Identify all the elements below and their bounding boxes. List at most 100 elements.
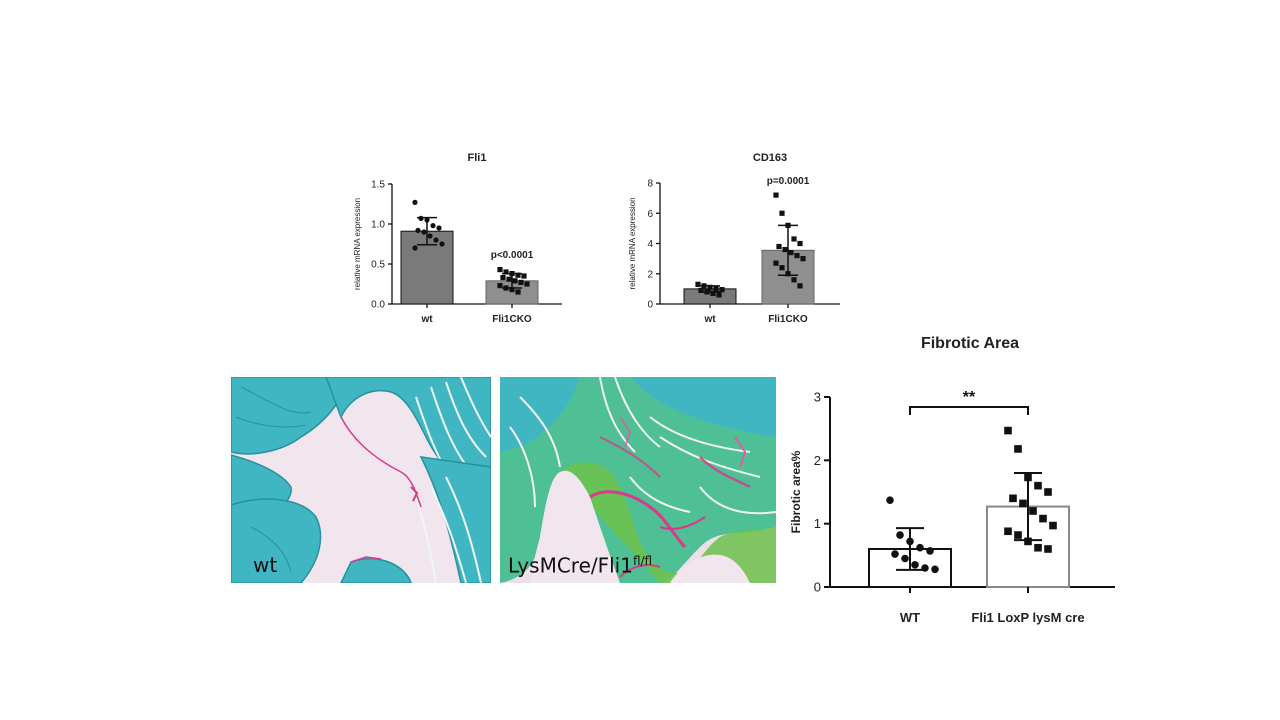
x-tick-label: Fli1 LoxP lysM cre: [971, 610, 1084, 625]
data-point: [427, 233, 433, 239]
y-tick-label: 0: [647, 300, 653, 311]
data-point: [1034, 481, 1042, 490]
significance-annotation: **: [963, 389, 976, 406]
data-point: [773, 192, 779, 198]
data-point: [713, 286, 719, 292]
data-point: [1004, 426, 1012, 435]
y-tick-label: 8: [647, 179, 653, 190]
fibrotic-area-chart: Fibrotic Area 0 1 2 3 Fibrotic area% WT Fli1 Lo…: [789, 335, 1115, 625]
data-point: [509, 287, 515, 293]
histology-ko-panel: LysMCre/Fli1fl/fl: [500, 377, 776, 583]
data-point: [433, 237, 439, 243]
data-point: [1004, 527, 1012, 536]
data-point: [412, 245, 418, 251]
data-point: [521, 273, 527, 279]
chart-title: Fibrotic Area: [921, 335, 1019, 352]
x-tick-label: WT: [900, 610, 920, 625]
data-point: [497, 283, 503, 289]
p-value-annotation: p=0.0001: [767, 176, 810, 187]
data-point: [415, 227, 421, 233]
data-point: [1044, 545, 1052, 553]
data-point: [788, 249, 794, 256]
data-point: [503, 269, 509, 275]
histology-wt-image: [231, 377, 491, 583]
data-point: [916, 543, 924, 552]
data-point: [439, 241, 445, 247]
data-point: [1039, 514, 1047, 523]
data-point: [794, 253, 800, 259]
data-point: [800, 256, 806, 262]
data-point: [931, 565, 939, 574]
data-point: [896, 531, 904, 539]
data-point: [515, 272, 521, 278]
data-point: [776, 243, 782, 250]
histology-wt-panel: wt: [231, 377, 491, 583]
data-point: [515, 289, 521, 295]
data-point: [901, 554, 909, 563]
y-tick-label: 1.0: [371, 220, 385, 231]
data-point: [512, 278, 518, 284]
data-point: [698, 287, 704, 293]
data-point: [506, 276, 512, 282]
data-point: [710, 290, 716, 297]
data-point: [436, 225, 442, 231]
significance-bracket: [909, 406, 1029, 415]
data-point: [791, 236, 797, 242]
y-axis-label: relative mRNA expression: [353, 198, 362, 290]
histology-ko-label: LysMCre/Fli1fl/fl: [508, 555, 652, 576]
data-point: [1009, 494, 1017, 503]
data-point: [1014, 445, 1022, 453]
p-value-annotation: p<0.0001: [491, 250, 534, 261]
chart-title: Fli1: [468, 152, 487, 164]
data-point: [797, 240, 803, 247]
y-axis-label: Fibrotic area%: [789, 450, 803, 533]
data-point: [791, 277, 797, 283]
y-tick-label: 1: [814, 516, 821, 531]
data-point: [1049, 521, 1057, 530]
data-point: [911, 561, 919, 569]
y-tick-label: 6: [647, 209, 653, 220]
data-point: [421, 229, 427, 235]
histology-wt-label: wt: [253, 553, 278, 577]
data-point: [773, 260, 779, 266]
y-tick-label: 3: [814, 390, 821, 405]
data-point: [886, 496, 894, 505]
data-point: [719, 287, 725, 293]
x-tick-label: wt: [420, 314, 433, 325]
data-point: [497, 267, 503, 273]
x-tick-label: wt: [703, 314, 716, 325]
y-tick-label: 2: [647, 269, 653, 280]
x-tick-label: Fli1CKO: [768, 314, 808, 325]
data-point: [1044, 488, 1052, 496]
data-point: [797, 283, 803, 289]
data-point: [1034, 543, 1042, 552]
y-tick-label: 1.5: [371, 180, 385, 191]
y-tick-label: 0.5: [371, 260, 385, 271]
data-point: [1019, 499, 1027, 508]
data-point: [695, 281, 701, 287]
y-tick-label: 0.0: [371, 300, 385, 311]
data-point: [779, 210, 785, 216]
data-point: [500, 275, 506, 281]
data-point: [518, 279, 524, 285]
data-point: [926, 547, 934, 555]
data-point: [716, 292, 722, 298]
histology-ko-label-sup: fl/fl: [632, 554, 653, 568]
y-tick-label: 2: [814, 453, 821, 468]
y-tick-label: 0: [814, 580, 821, 595]
cd163-expression-chart: CD163 0 2 4 6 8 relative mRNA expression wt Fli1…: [628, 152, 840, 325]
data-point: [1029, 507, 1037, 515]
y-tick-label: 4: [647, 239, 653, 250]
histology-ko-image: [500, 377, 776, 583]
histology-ko-label-main: LysMCre/Fli1: [508, 553, 633, 578]
data-point: [1014, 531, 1022, 539]
data-point: [891, 550, 899, 558]
data-point: [524, 281, 530, 287]
y-axis-label: relative mRNA expression: [628, 197, 637, 289]
fli1-expression-chart: Fli1 0.0 0.5 1.0 1.5 relative mRNA expression…: [353, 152, 562, 325]
data-point: [430, 223, 436, 229]
chart-title: CD163: [753, 152, 787, 164]
data-point: [782, 246, 788, 253]
data-point: [779, 265, 785, 271]
x-tick-label: Fli1CKO: [492, 314, 532, 325]
